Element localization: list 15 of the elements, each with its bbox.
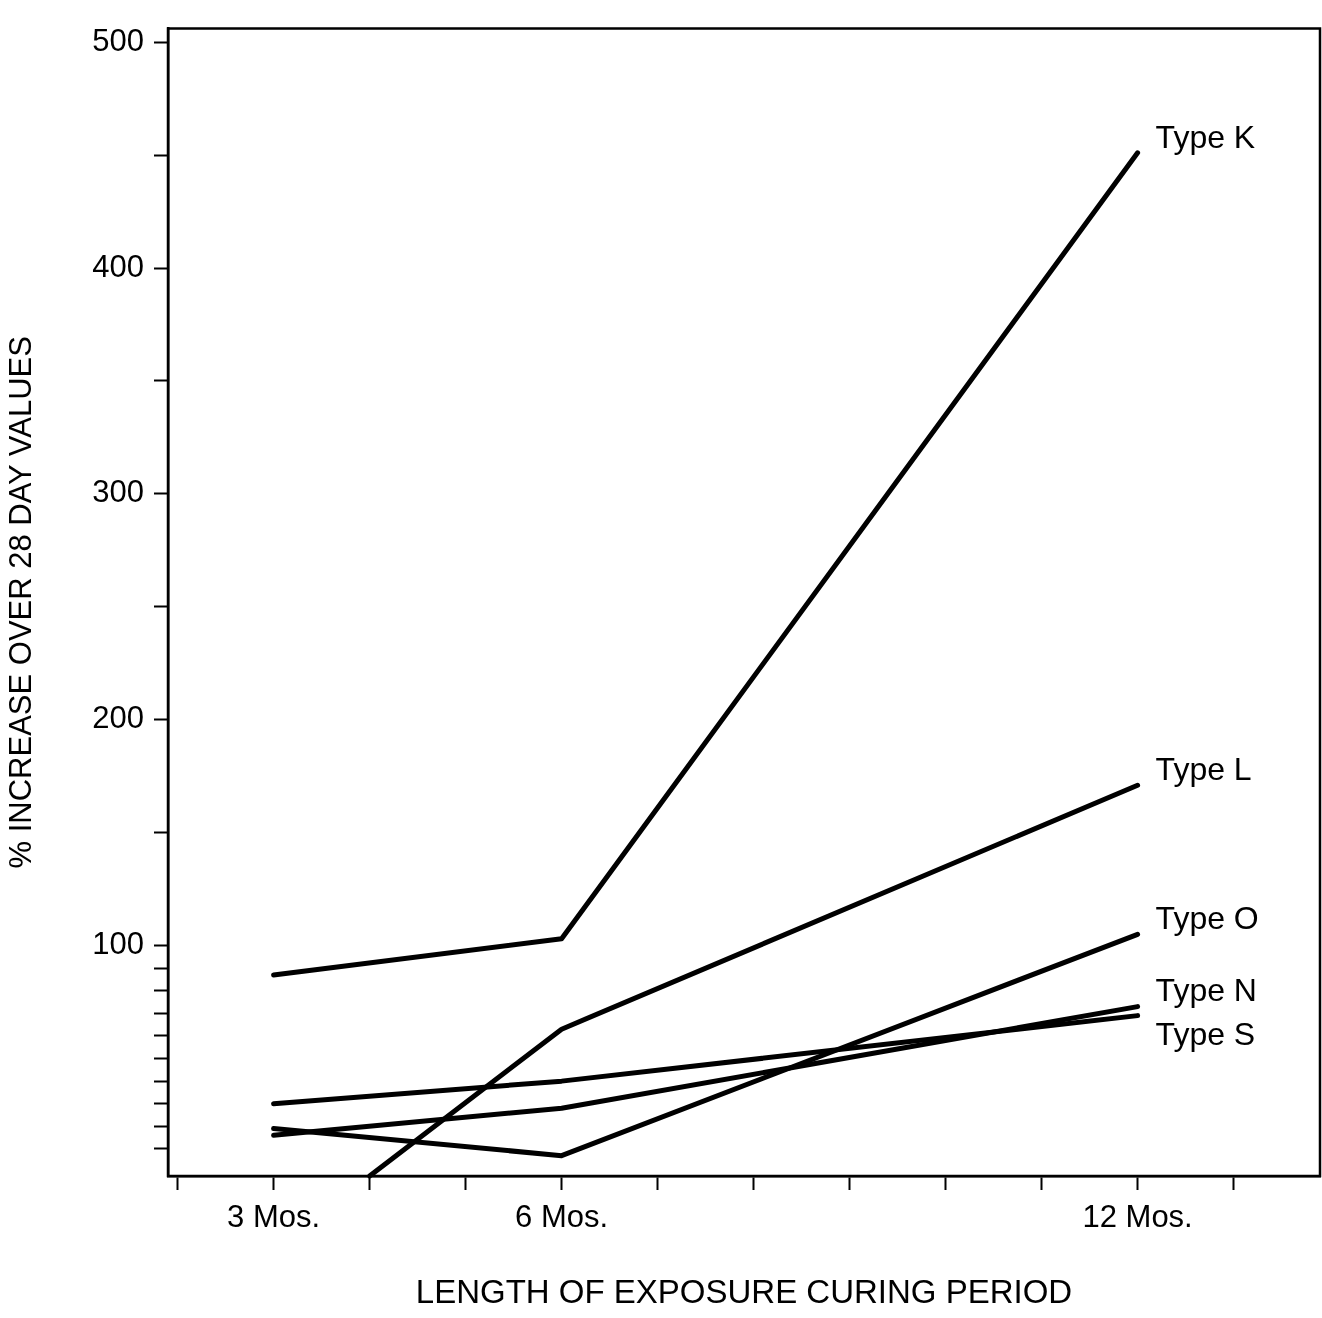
series-label: Type S [1155,1016,1256,1053]
series-label: Type K [1155,118,1256,155]
x-tick-label: 6 Mos. [515,1199,609,1235]
y-tick-label: 400 [92,248,144,284]
series-label: Type O [1155,900,1259,937]
y-tick-label: 200 [92,700,144,736]
x-axis-title: LENGTH OF EXPOSURE CURING PERIOD [415,1273,1073,1311]
x-tick-label: 3 Mos. [227,1199,321,1235]
x-tick-label: 12 Mos. [1082,1199,1193,1235]
y-tick-label: 100 [92,926,144,962]
y-tick-label: 300 [92,474,144,510]
y-tick-label: 500 [92,22,144,58]
series-label: Type L [1155,751,1252,788]
series-label: Type N [1155,972,1257,1009]
y-axis-title: % INCREASE OVER 28 DAY VALUES [3,336,39,869]
